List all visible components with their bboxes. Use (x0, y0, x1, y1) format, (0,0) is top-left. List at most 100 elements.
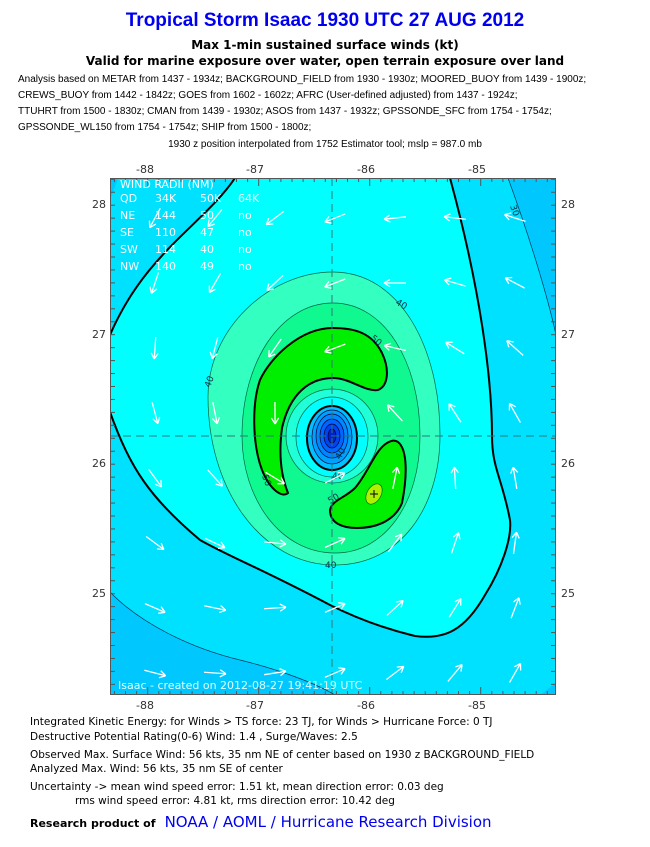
uncertainty-rms: rms wind speed error: 4.81 kt, rms direc… (75, 795, 395, 807)
lat-label-right: 25 (561, 587, 575, 600)
watermark: Isaac - created on 2012-08-27 19:41:19 U… (118, 679, 363, 692)
wind-vector-arrow (506, 340, 524, 356)
lon-label-bottom: -85 (468, 699, 486, 712)
wind-vector-arrow (324, 537, 346, 549)
lat-label-left: 28 (92, 198, 106, 211)
wind-vector-arrow (145, 535, 165, 551)
wind-vector-arrow (448, 403, 462, 423)
position-note: 1930 z position interpolated from 1752 E… (168, 139, 482, 150)
wind-radii-title: WIND RADII (NM) (120, 178, 214, 191)
lat-label-right: 27 (561, 328, 575, 341)
wind-vector-arrow (144, 669, 167, 679)
uncertainty-mean: Uncertainty -> mean wind speed error: 1.… (30, 781, 444, 793)
wind-vector-arrow (268, 338, 282, 358)
contour-30-region (110, 591, 336, 695)
wind-radii-cell: SW (120, 243, 138, 256)
wind-radii-header: QD (120, 192, 137, 205)
wind-radii-cell: 40 (200, 243, 214, 256)
lat-label-left: 27 (92, 328, 106, 341)
wind-vector-arrow (324, 602, 346, 613)
wind-vector-arrow (450, 532, 461, 554)
wind-vector-arrow (383, 342, 406, 352)
wind-vector-arrow (324, 343, 346, 354)
wind-vector-arrow (265, 471, 285, 485)
wind-vector-arrow (207, 469, 224, 487)
wind-radii-header: 50K (200, 192, 222, 205)
hrd-link[interactable]: NOAA / AOML / Hurricane Research Divisio… (164, 813, 492, 831)
wind-radii-table: WIND RADII (NM) QD 34K 50K 64K NE 144 50 no SE 11… (120, 178, 260, 273)
wind-radii-cell: 50 (200, 209, 214, 222)
lon-label-top: -86 (357, 163, 375, 176)
contour-label: 40 (325, 561, 337, 571)
wind-vector-arrow (391, 466, 401, 489)
wind-vector-arrow (443, 213, 466, 222)
wind-vector-arrow (383, 214, 407, 223)
wind-vector-arrow (383, 278, 406, 288)
wind-vector-arrow (264, 668, 287, 677)
wind-radii-cell: NE (120, 209, 135, 222)
footer-label: Research product of (30, 817, 156, 830)
wind-vector-arrow (148, 468, 163, 488)
wind-radii-cell: no (238, 209, 252, 222)
dpr-text: Destructive Potential Rating(0-6) Wind: … (30, 731, 358, 743)
wind-radii-cell: no (238, 260, 252, 273)
wind-radii-cell: NW (120, 260, 139, 273)
wind-vector-arrow (266, 275, 284, 292)
wind-vector-arrow (208, 273, 222, 294)
wind-vector-arrow (443, 277, 466, 287)
contour-30-region (540, 683, 556, 695)
wind-vector-arrow (386, 404, 403, 422)
wind-vector-arrow (504, 276, 526, 289)
wind-vector-arrow (209, 337, 219, 360)
contour-label: 30 (507, 204, 520, 218)
wind-vector-arrow (508, 402, 521, 423)
subtitle-exposure: Valid for marine exposure over water, op… (85, 54, 565, 68)
wind-radii-cell: 110 (155, 226, 176, 239)
lat-label-left: 26 (92, 457, 106, 470)
wind-vector-arrow (270, 401, 280, 425)
lat-label-right: 28 (561, 198, 575, 211)
max-wind-marker (370, 490, 378, 498)
page-title: Tropical Storm Isaac 1930 UTC 27 AUG 201… (125, 10, 525, 31)
subtitle-units: Max 1-min sustained surface winds (kt) (191, 38, 459, 52)
wind-vector-arrow (511, 531, 520, 554)
source-line: CREWS_BUOY from 1442 - 1842z; GOES from … (18, 90, 518, 101)
wind-vector-arrow (387, 533, 403, 553)
map-frame (110, 178, 556, 695)
wind-vector-arrow (204, 537, 226, 550)
wind-radii-cell: 49 (200, 260, 214, 273)
wind-vector-layer (144, 208, 526, 683)
wind-vector-arrow (204, 605, 227, 614)
lon-label-top: -88 (136, 163, 154, 176)
wind-vector-arrow (324, 213, 346, 224)
wind-vector-arrow (450, 466, 459, 490)
wind-vector-arrow (148, 208, 161, 229)
wind-radii-cell: SE (120, 226, 134, 239)
wind-vector-arrow (324, 278, 346, 289)
source-line: Analysis based on METAR from 1437 - 1934… (18, 74, 587, 85)
wind-vector-arrow (207, 209, 223, 228)
wind-radii-cell: no (238, 243, 252, 256)
wind-radii-header: 64K (238, 192, 260, 205)
contour-label: 40 (203, 375, 216, 389)
wind-radii-cell: 140 (155, 260, 176, 273)
wind-vector-arrow (324, 667, 346, 678)
wind-vector-arrow (265, 210, 285, 226)
lon-label-top: -85 (468, 163, 486, 176)
lon-label-bottom: -86 (357, 699, 375, 712)
lat-label-left: 25 (92, 587, 106, 600)
wind-vector-arrow (510, 597, 521, 619)
source-line: GPSSONDE_WL150 from 1754 - 1754z; SHIP f… (18, 122, 312, 133)
wind-radii-header: 34K (155, 192, 177, 205)
wind-vector-arrow (386, 599, 404, 616)
wind-vector-arrow (149, 272, 160, 294)
wind-vector-arrow (385, 665, 405, 681)
wind-vector-arrow (510, 466, 519, 489)
contour-50-region-nw (253, 326, 388, 496)
wind-vector-arrow (508, 662, 522, 683)
wind-vector-arrow (150, 336, 159, 360)
observed-max-wind: Observed Max. Surface Wind: 56 kts, 35 n… (30, 749, 535, 761)
footer: Research product of NOAA / AOML / Hurric… (30, 812, 492, 831)
wind-vector-arrow (504, 212, 526, 222)
wind-vector-arrow (211, 402, 221, 425)
